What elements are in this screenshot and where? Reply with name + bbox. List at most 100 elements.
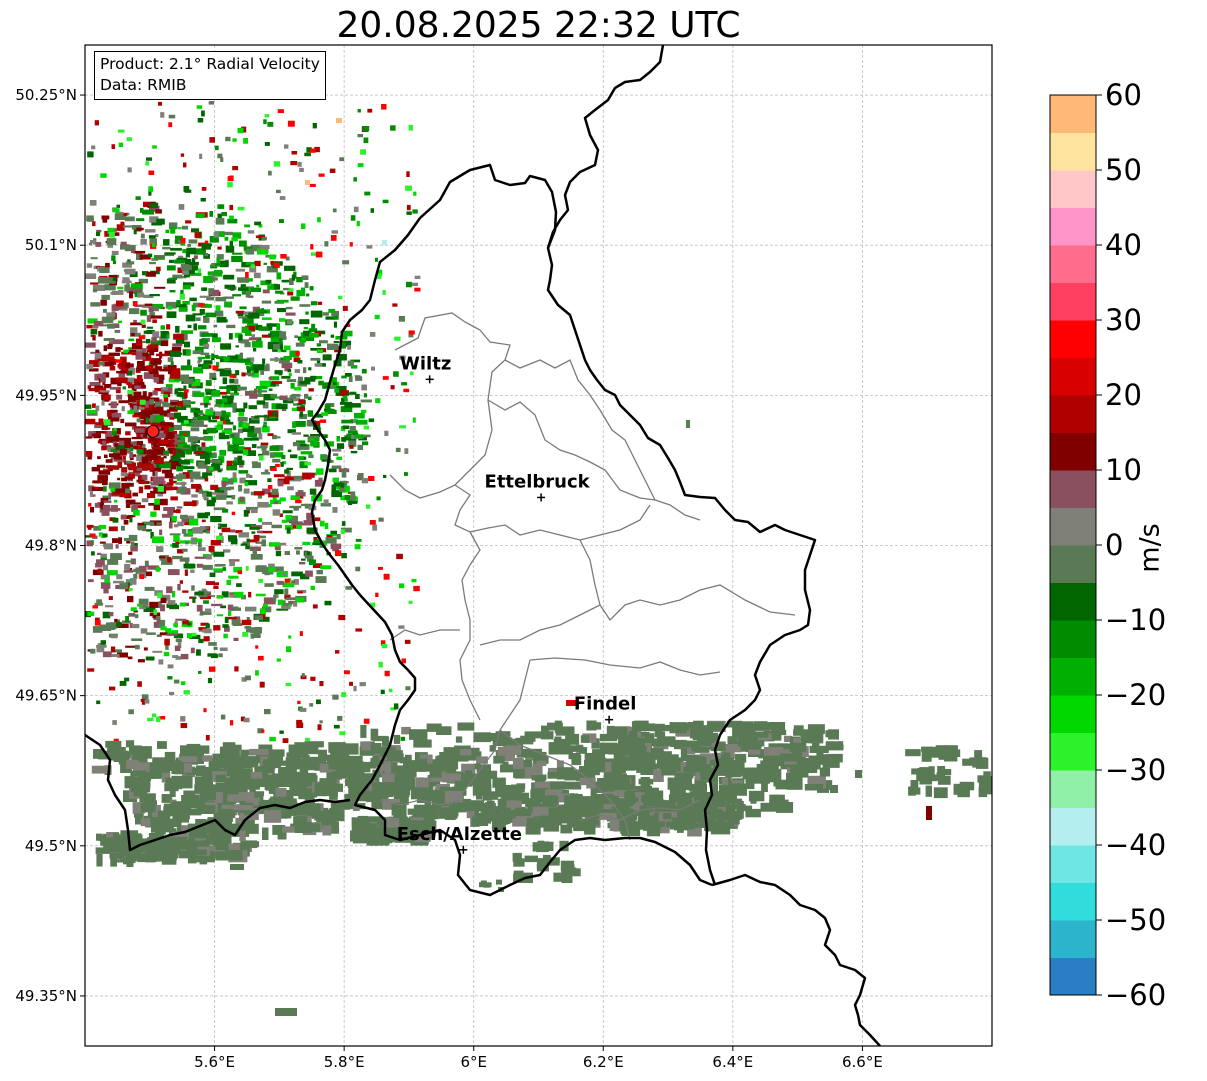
band-cell — [512, 816, 527, 827]
echo-speck — [183, 162, 187, 168]
echo-cell — [309, 488, 317, 495]
echo-cell — [209, 572, 216, 577]
echo-cell — [106, 446, 116, 450]
echo-cell — [155, 438, 161, 444]
echo-speck — [155, 566, 161, 572]
echo-cell — [318, 380, 324, 386]
echo-cell — [138, 565, 147, 572]
echo-speck — [140, 319, 146, 324]
echo-speck — [113, 427, 117, 432]
east-echo-cell — [830, 785, 838, 793]
echo-cell — [261, 300, 272, 304]
echo-cell — [169, 416, 175, 420]
echo-cell — [243, 509, 249, 517]
echo-speck — [409, 371, 414, 376]
echo-cell — [276, 608, 289, 611]
echo-cell — [133, 391, 142, 397]
echo-cell — [213, 551, 225, 557]
band-cell — [217, 810, 229, 817]
echo-cell — [284, 476, 294, 480]
echo-cell — [182, 284, 191, 290]
echo-cell — [129, 308, 140, 315]
echo-cell — [185, 449, 192, 455]
radar-echoes — [85, 101, 992, 1016]
east-echo-cell — [937, 766, 946, 777]
echo-cell — [333, 360, 342, 367]
echo-cell — [97, 456, 101, 460]
band-cell — [524, 748, 542, 758]
band-cell — [820, 754, 828, 765]
echo-cell — [244, 481, 249, 487]
echo-cell — [232, 438, 243, 445]
echo-speck — [276, 189, 281, 194]
echo-cell — [136, 381, 145, 386]
echo-cell — [150, 486, 157, 489]
echo-cell — [362, 434, 371, 438]
echo-cell — [241, 326, 249, 333]
echo-cell — [300, 446, 310, 450]
echo-cell — [226, 387, 231, 395]
echo-cell — [160, 331, 169, 335]
echo-cell — [87, 318, 98, 324]
echo-cell — [289, 505, 302, 509]
echo-cell — [230, 477, 238, 483]
echo-cell — [287, 397, 292, 402]
band-cell — [619, 820, 636, 832]
echo-cell — [193, 367, 204, 374]
echo-cell — [118, 373, 126, 378]
band-cell — [371, 781, 381, 792]
echo-speck — [202, 363, 209, 370]
band-cell — [293, 816, 308, 826]
echo-speck — [411, 282, 418, 287]
echo-speck — [299, 631, 303, 636]
echo-speck — [139, 574, 145, 579]
echo-speck — [412, 417, 416, 423]
echo-cell — [141, 474, 148, 481]
band-cell — [393, 794, 409, 805]
echo-speck — [297, 445, 301, 451]
echo-cell — [203, 343, 210, 348]
echo-cell — [285, 306, 293, 310]
echo-cell — [172, 343, 183, 347]
band-cell — [694, 725, 714, 738]
echo-cell — [287, 449, 292, 453]
echo-speck — [353, 206, 359, 213]
band-cell — [282, 826, 301, 833]
echo-speck — [123, 212, 128, 216]
echo-cell — [245, 606, 257, 612]
echo-cell — [349, 495, 356, 502]
echo-cell — [192, 350, 202, 355]
echo-cell — [180, 264, 192, 271]
echo-cell — [130, 332, 141, 337]
echo-cell — [279, 497, 286, 502]
echo-cell — [175, 638, 182, 643]
echo-speck — [102, 533, 108, 538]
echo-cell — [186, 418, 194, 423]
echo-cell — [177, 521, 184, 527]
echo-speck — [232, 402, 237, 409]
echo-cell — [101, 294, 110, 300]
band-cell — [697, 792, 717, 803]
band-cell — [227, 794, 244, 802]
echo-cell — [247, 278, 253, 282]
echo-cell — [126, 261, 135, 265]
band-cell — [720, 811, 739, 821]
echo-cell — [212, 333, 218, 340]
band-cell — [671, 817, 682, 824]
echo-speck — [209, 211, 213, 217]
echo-speck — [261, 445, 267, 451]
echo-cell — [288, 600, 297, 605]
echo-cell — [128, 463, 135, 471]
echo-cell — [214, 269, 223, 277]
echo-speck — [414, 287, 421, 292]
echo-speck — [253, 369, 259, 373]
echo-speck — [243, 717, 250, 723]
echo-speck — [301, 673, 305, 678]
echo-cell — [136, 455, 147, 461]
echo-cell — [169, 533, 181, 536]
band-cell — [591, 738, 600, 749]
echo-cell — [182, 548, 188, 552]
band-cell — [349, 770, 365, 780]
band-cell — [225, 824, 235, 831]
